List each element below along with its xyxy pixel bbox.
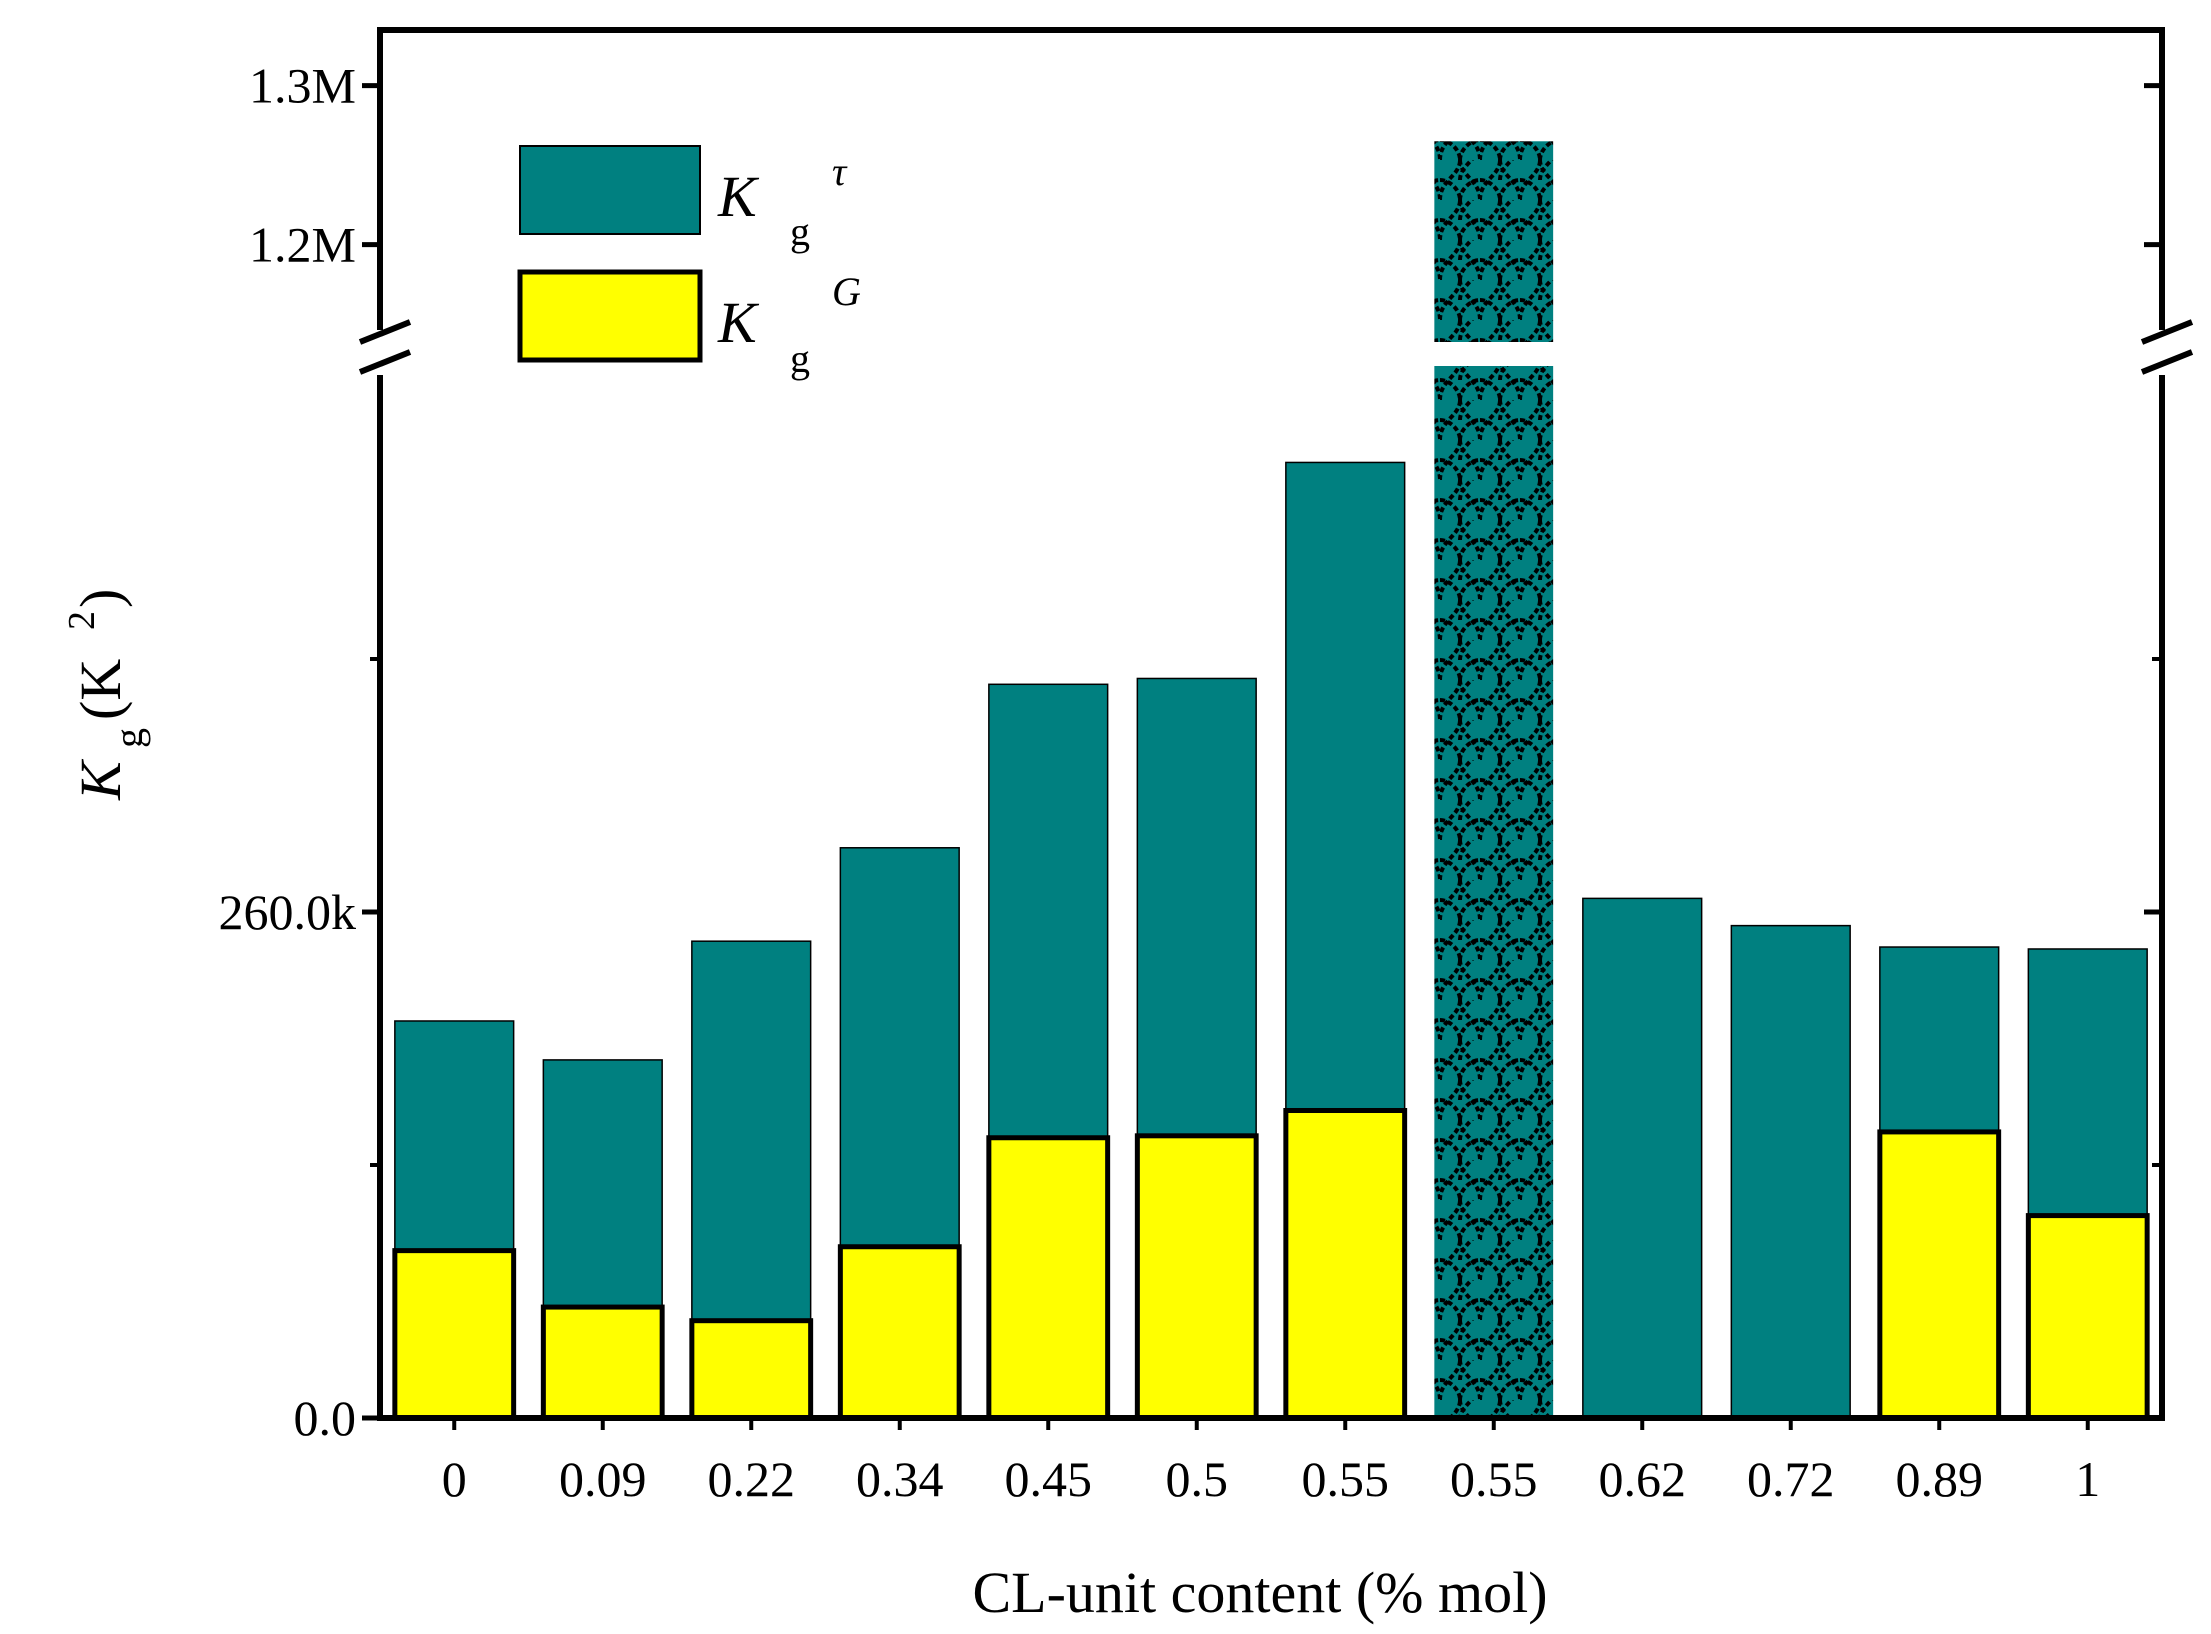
bar-G-3 (837, 1244, 962, 1421)
bar-G-6 (1283, 1108, 1408, 1421)
xtick-label-11: 1 (2075, 1451, 2100, 1507)
break-mark-right-2 (2140, 349, 2194, 375)
break-mark-left-1 (358, 319, 412, 345)
bar-tau-9 (1730, 924, 1851, 1419)
xtick-label-0: 0 (442, 1451, 467, 1507)
bar-tau-8 (1582, 897, 1703, 1419)
xtick-label-3: 0.34 (856, 1451, 944, 1507)
legend-swatch-G (517, 269, 703, 363)
bar-G-5 (1134, 1133, 1259, 1421)
xtick-label-8: 0.62 (1599, 1451, 1687, 1507)
bar-tau-7-lower (1434, 366, 1554, 1418)
legend-label-G-sub: g (790, 336, 810, 381)
axes-frame (377, 27, 2165, 1421)
ytick-label-upper-1: 1.3M (249, 58, 356, 114)
series-G-bars (392, 1108, 2150, 1421)
xtick-label-10: 0.89 (1896, 1451, 1984, 1507)
bar-G-10 (1877, 1129, 2002, 1421)
y-ticks: 0.0 260.0k 1.2M 1.3M (219, 58, 2162, 1446)
bar-G-2 (689, 1318, 814, 1421)
break-mark-right-1 (2140, 319, 2194, 345)
bar-G-4 (986, 1135, 1111, 1421)
legend-label-G-sup: G (832, 269, 861, 314)
xtick-label-6: 0.55 (1302, 1451, 1390, 1507)
legend: K g τ K g G (517, 145, 861, 381)
legend-label-tau-sub: g (790, 209, 810, 254)
xtick-label-7: 0.55 (1450, 1451, 1538, 1507)
bar-G-0 (392, 1248, 517, 1421)
ytick-label-upper-0: 1.2M (249, 217, 356, 273)
bar-G-1 (540, 1304, 665, 1421)
bar-tau-7-upper (1434, 141, 1554, 342)
y-axis-title-unit-close: ) (68, 589, 133, 608)
xtick-label-2: 0.22 (708, 1451, 796, 1507)
xtick-label-9: 0.72 (1747, 1451, 1835, 1507)
legend-label-G-main: K (717, 290, 760, 355)
break-mark-left-2 (358, 349, 412, 375)
legend-label-tau-main: K (717, 164, 760, 229)
y-axis-title-unit-open: (K (68, 659, 133, 720)
y-axis-title: K g (K 2 ) (61, 589, 151, 801)
ytick-label-lower-0: 0.0 (294, 1390, 357, 1446)
bar-G-11 (2025, 1213, 2150, 1421)
legend-swatch-tau (519, 145, 701, 235)
y-axis-title-main: K (68, 758, 133, 801)
xtick-label-4: 0.45 (1005, 1451, 1093, 1507)
y-axis-title-sub: g (106, 728, 151, 748)
x-axis-title: CL-unit content (% mol) (972, 1560, 1547, 1625)
x-ticks: 0 0.09 0.22 0.34 0.45 0.5 0.55 0.55 0.62 0.72 0.89… (442, 1418, 2100, 1507)
y-axis-title-unit-sup: 2 (61, 611, 103, 630)
xtick-label-1: 0.09 (559, 1451, 647, 1507)
axis-break-marks (358, 319, 2194, 375)
xtick-label-5: 0.5 (1166, 1451, 1229, 1507)
legend-label-tau-sup: τ (832, 149, 848, 194)
ytick-label-lower-1: 260.0k (219, 884, 357, 940)
